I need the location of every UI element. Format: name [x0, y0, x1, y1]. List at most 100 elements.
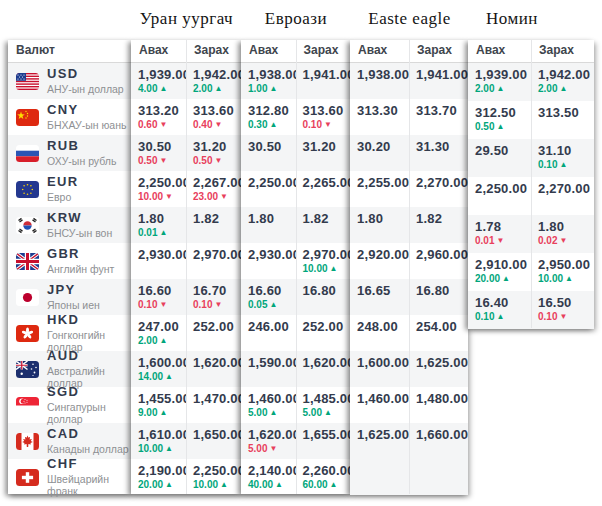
- exchange-title-uran-uurgach: Уран уургач: [131, 9, 242, 31]
- rate-cell-usd-buy: 1,938.001.00▲: [241, 63, 296, 99]
- rate-cell-krw-buy: 1.780.01▼: [468, 215, 531, 253]
- rub-flag-icon: [16, 145, 39, 162]
- rate-cell-gbr-sell: 2,960.00: [409, 243, 468, 279]
- currency-row-eur: EURЕвро: [8, 171, 131, 207]
- rate-cell-jpy-sell: 16.500.10▼: [531, 291, 594, 329]
- rate-cell-usd-sell: 1,942.002.00▲: [531, 63, 594, 101]
- buy-rate-change: 5.00▼: [248, 443, 296, 454]
- buy-rate-change: 9.00▲: [138, 407, 186, 418]
- sell-rate-value: 313.60: [303, 103, 351, 118]
- rate-cell-aud-buy: 1,600.00: [350, 351, 409, 387]
- rate-cell-cny-buy: 313.30: [350, 99, 409, 135]
- rate-cell-krw-buy: 1.80: [241, 207, 296, 243]
- up-arrow-icon: ▲: [324, 408, 332, 417]
- currency-name: Японы иен: [47, 299, 100, 311]
- up-arrow-icon: ▲: [269, 300, 277, 309]
- sell-rate-change: 0.50▼: [193, 155, 241, 166]
- sell-rate-change: 23.00▼: [193, 191, 241, 202]
- currency-row-hkd: HKDГонгконгийн доллар: [8, 315, 131, 351]
- rate-cell-gbr-sell: 2,970.0010.00▲: [296, 243, 351, 279]
- buy-rate-change: 0.01▼: [475, 235, 531, 246]
- currency-row-rub: RUBОХУ-ын рубль: [8, 135, 131, 171]
- buy-rate-value: 2,140.00: [248, 463, 296, 478]
- rate-cell-cad-sell: 1,650.00: [186, 423, 241, 459]
- rate-cell-eur-sell: 2,270.00: [531, 177, 594, 215]
- panel-evroazi: АвахЗарах1,938.001.00▲1,941.00312.800.30…: [241, 40, 350, 494]
- rate-cell-cad-sell: 1,655.00: [296, 423, 351, 459]
- buy-rate-value: 246.00: [248, 319, 296, 334]
- buy-rate-change: 14.00▲: [138, 371, 186, 382]
- sell-rate-change: 10.00▲: [538, 273, 594, 284]
- up-arrow-icon: ▲: [330, 480, 338, 489]
- rate-cell-cad-sell: 1,660.00: [409, 423, 468, 459]
- sell-rate-value: 31.20: [193, 139, 241, 154]
- rate-cell-usd-buy: 1,939.002.00▲: [468, 63, 531, 101]
- currency-name: БНСУ-ын вон: [47, 227, 112, 239]
- buy-rate-value: 2,930.00: [248, 247, 296, 262]
- rate-cell-krw-buy: 1.800.01▲: [131, 207, 186, 243]
- currency-name: Швейцарийн франк: [47, 473, 131, 497]
- currency-row-chf: CHFШвейцарийн франк: [8, 459, 131, 495]
- currency-code: AUD: [47, 349, 131, 364]
- up-arrow-icon: ▲: [214, 84, 222, 93]
- buy-rate-change: 10.00▼: [138, 191, 186, 202]
- aud-flag-icon: [16, 361, 39, 378]
- buy-rate-value: 248.00: [357, 319, 409, 334]
- rate-cell-hkd-buy: 247.002.00▲: [131, 315, 186, 351]
- buy-rate-value: 2,250.00: [248, 175, 296, 190]
- rate-cell-jpy-buy: 16.65: [350, 279, 409, 315]
- hkd-flag-icon: [16, 325, 39, 342]
- currency-row-cny: CNYБНХАУ-ын юань: [8, 99, 131, 135]
- buy-rate-value: 30.50: [138, 139, 186, 154]
- up-arrow-icon: ▲: [275, 480, 283, 489]
- rate-cell-usd-sell: 1,941.00: [296, 63, 351, 99]
- rate-cell-chf-sell: 2,260.0060.00▲: [296, 459, 351, 495]
- rate-cell-usd-buy: 1,938.00: [350, 63, 409, 99]
- sell-rate-change: 60.00▲: [303, 479, 351, 490]
- sell-rate-value: 1,620.00: [193, 355, 241, 370]
- currency-name: Английн фунт: [47, 263, 114, 275]
- sell-rate-value: 1.80: [538, 219, 594, 234]
- buy-rate-value: 1.80: [357, 211, 409, 226]
- currency-row-krw: KRWБНСУ-ын вон: [8, 207, 131, 243]
- sell-rate-change: 10.00▲: [193, 479, 241, 490]
- currency-code: KRW: [47, 211, 112, 226]
- buy-column-header: Авах: [131, 40, 186, 62]
- rate-cell-cny-sell: 313.50: [531, 101, 594, 139]
- up-arrow-icon: ▲: [559, 160, 567, 169]
- buy-rate-value: 313.20: [138, 103, 186, 118]
- rate-cell-hkd-sell: 252.00: [296, 315, 351, 351]
- buy-rate-change: 0.60▼: [138, 119, 186, 130]
- sell-rate-value: 2,970.00: [193, 247, 241, 262]
- currency-name: ОХУ-ын рубль: [47, 155, 116, 167]
- sell-rate-value: 313.60: [193, 103, 241, 118]
- sell-rate-value: 31.10: [538, 143, 594, 158]
- rate-cell-cny-buy: 312.500.50▲: [468, 101, 531, 139]
- sell-rate-value: 16.80: [303, 283, 351, 298]
- rate-cell-rub-buy: 30.50: [241, 135, 296, 171]
- rate-cell-usd-sell: 1,942.002.00▲: [186, 63, 241, 99]
- sell-rate-value: 1,480.00: [416, 391, 468, 406]
- rate-cell-chf-sell: 2,250.0010.00▲: [186, 459, 241, 495]
- buy-rate-value: 1,460.00: [357, 391, 409, 406]
- up-arrow-icon: ▲: [159, 336, 167, 345]
- rate-cell-usd-sell: 1,941.00: [409, 63, 468, 99]
- rate-cell-eur-buy: 2,250.00: [468, 177, 531, 215]
- sell-rate-value: 1.82: [416, 211, 468, 226]
- currency-code: GBR: [47, 247, 114, 262]
- down-arrow-icon: ▼: [159, 300, 167, 309]
- sell-rate-value: 1,485.00: [303, 391, 351, 406]
- buy-rate-value: 1.80: [138, 211, 186, 226]
- rate-cell-sgd-buy: 1,460.00: [350, 387, 409, 423]
- rate-cell-eur-buy: 2,250.0010.00▼: [131, 171, 186, 207]
- up-arrow-icon: ▲: [269, 408, 277, 417]
- up-arrow-icon: ▲: [559, 84, 567, 93]
- rate-cell-aud-sell: 1,620.00: [186, 351, 241, 387]
- buy-rate-value: 2,930.00: [138, 247, 186, 262]
- down-arrow-icon: ▼: [220, 192, 228, 201]
- sell-rate-change: 5.00▲: [303, 407, 351, 418]
- sell-rate-value: 1,620.00: [303, 355, 351, 370]
- currency-list-panel: Валют USDАНУ-ын долларCNYБНХАУ-ын юаньRU…: [8, 40, 131, 494]
- sell-rate-value: 16.50: [538, 295, 594, 310]
- down-arrow-icon: ▼: [165, 192, 173, 201]
